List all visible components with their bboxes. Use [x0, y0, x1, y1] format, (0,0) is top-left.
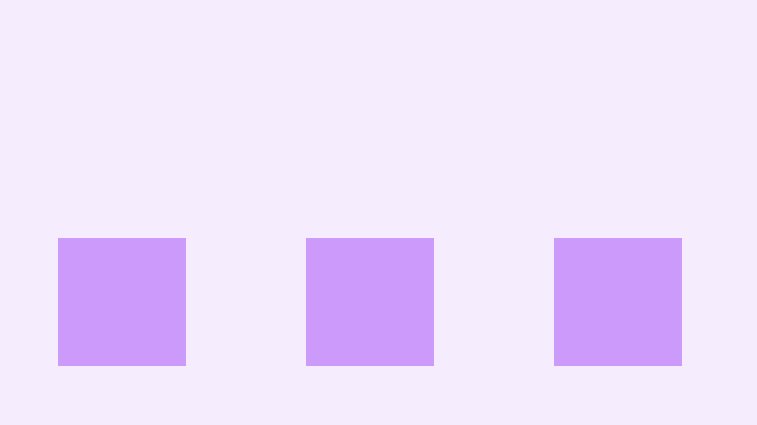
tile-2[interactable]	[306, 238, 434, 366]
empty-top-area	[0, 0, 757, 238]
tile-3[interactable]	[554, 238, 682, 366]
tile-row	[58, 238, 682, 366]
tile-1[interactable]	[58, 238, 186, 366]
empty-bottom-area	[0, 366, 757, 425]
